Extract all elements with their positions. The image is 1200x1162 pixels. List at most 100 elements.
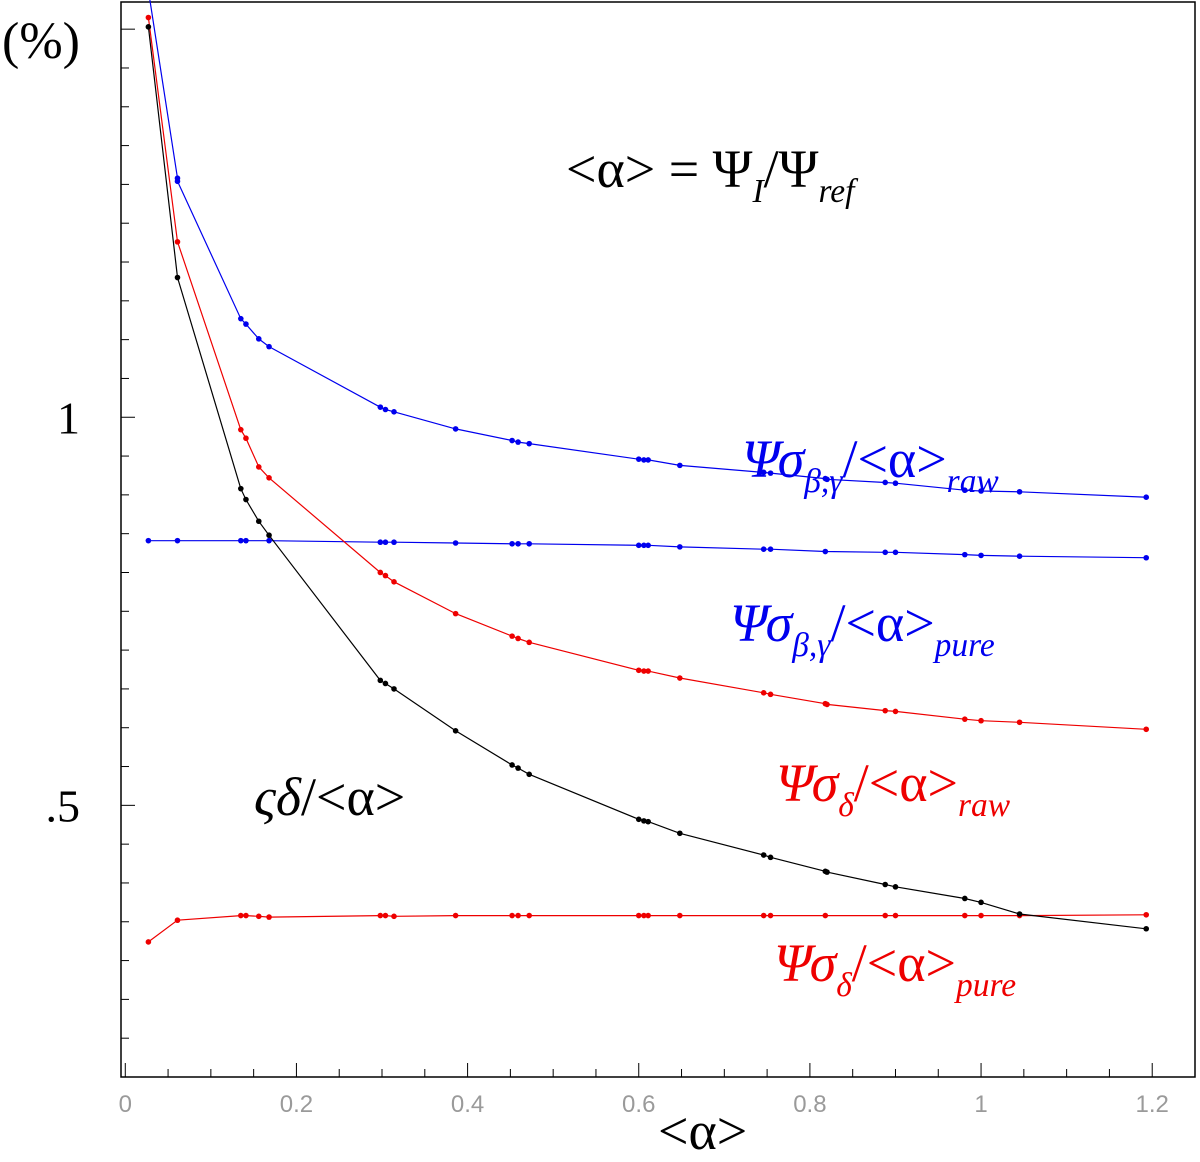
data-point <box>526 771 533 778</box>
data-point <box>1143 911 1150 918</box>
series-1 <box>145 537 1150 561</box>
data-point <box>243 435 249 442</box>
data-point <box>377 539 384 546</box>
data-point <box>760 469 767 476</box>
series-line <box>147 17 1147 730</box>
data-point <box>238 537 244 544</box>
data-point <box>677 544 683 550</box>
label-d-raw: Ψσδ/<α>raw <box>776 753 1011 825</box>
data-point <box>635 912 642 919</box>
data-point <box>824 701 830 708</box>
data-point <box>145 14 152 21</box>
data-point <box>1143 554 1150 561</box>
data-point <box>377 912 384 919</box>
data-point <box>145 939 152 945</box>
data-point <box>174 239 181 245</box>
data-point <box>892 549 899 556</box>
data-point <box>882 479 889 486</box>
data-point <box>238 426 244 433</box>
data-point <box>515 540 521 547</box>
data-point <box>391 409 397 415</box>
data-point <box>961 912 968 919</box>
series-0 <box>149 0 1150 500</box>
data-point <box>645 912 651 919</box>
data-point <box>645 668 651 674</box>
data-point <box>526 440 533 447</box>
data-point <box>515 439 521 445</box>
x-tick-label: 0.6 <box>622 1091 655 1118</box>
data-point <box>1143 925 1150 932</box>
plot-frame <box>120 1 1196 1078</box>
data-point <box>255 336 262 342</box>
data-point <box>174 917 181 924</box>
x-axis-label: <α> <box>658 1101 748 1161</box>
data-point <box>509 633 515 639</box>
data-point <box>1143 494 1150 500</box>
data-point <box>255 464 262 470</box>
series-2 <box>145 14 1150 733</box>
data-point <box>882 912 889 919</box>
data-point <box>635 542 642 549</box>
data-point <box>641 668 647 674</box>
data-point <box>760 546 767 553</box>
data-point <box>452 540 459 546</box>
x-tick-label: 0.8 <box>793 1091 826 1118</box>
data-point <box>677 675 683 681</box>
data-point <box>641 542 647 549</box>
data-point <box>266 537 272 544</box>
series-4 <box>145 24 1150 932</box>
label-bg-pure: Ψσβ,γ/<α>pure <box>730 593 995 665</box>
data-point <box>238 485 244 492</box>
data-point <box>892 480 899 487</box>
data-point <box>377 569 384 576</box>
data-point <box>978 912 984 919</box>
series-group <box>145 0 1150 945</box>
data-point <box>882 707 889 714</box>
data-point <box>174 537 181 544</box>
data-point <box>382 572 389 579</box>
data-point <box>145 24 152 30</box>
data-point <box>452 728 459 734</box>
data-point <box>509 540 515 547</box>
data-point <box>515 635 521 642</box>
data-point <box>892 708 899 715</box>
label-d-pure: Ψσδ/<α>pure <box>774 933 1017 1005</box>
data-point <box>767 546 774 553</box>
data-point <box>645 542 651 549</box>
data-point <box>382 539 389 546</box>
x-tick-label: 0.2 <box>280 1091 313 1118</box>
data-point <box>243 321 249 327</box>
data-point <box>515 765 521 771</box>
data-point <box>767 470 774 476</box>
data-point <box>677 830 683 837</box>
data-point <box>645 457 651 463</box>
data-point <box>452 426 459 432</box>
data-point <box>641 818 647 824</box>
data-point <box>961 487 968 494</box>
data-point <box>760 912 767 919</box>
data-point <box>509 912 515 919</box>
data-point <box>391 686 397 692</box>
data-point <box>452 610 459 617</box>
data-point <box>238 912 244 919</box>
data-point <box>635 456 642 462</box>
x-tick-label: 0.4 <box>451 1091 484 1118</box>
data-point <box>243 912 249 919</box>
data-point <box>266 343 272 350</box>
data-point <box>391 579 397 585</box>
data-point <box>767 854 774 861</box>
data-point <box>238 315 244 322</box>
data-point <box>824 869 830 875</box>
data-point <box>526 540 533 547</box>
data-point <box>243 496 249 503</box>
data-point <box>255 518 262 525</box>
data-point <box>635 667 642 674</box>
data-point <box>822 548 829 555</box>
data-point <box>961 895 968 902</box>
data-point <box>882 881 889 888</box>
data-point <box>641 457 647 463</box>
data-point <box>1016 719 1023 726</box>
data-point <box>978 488 984 494</box>
data-point <box>645 818 651 825</box>
data-point <box>882 549 889 556</box>
